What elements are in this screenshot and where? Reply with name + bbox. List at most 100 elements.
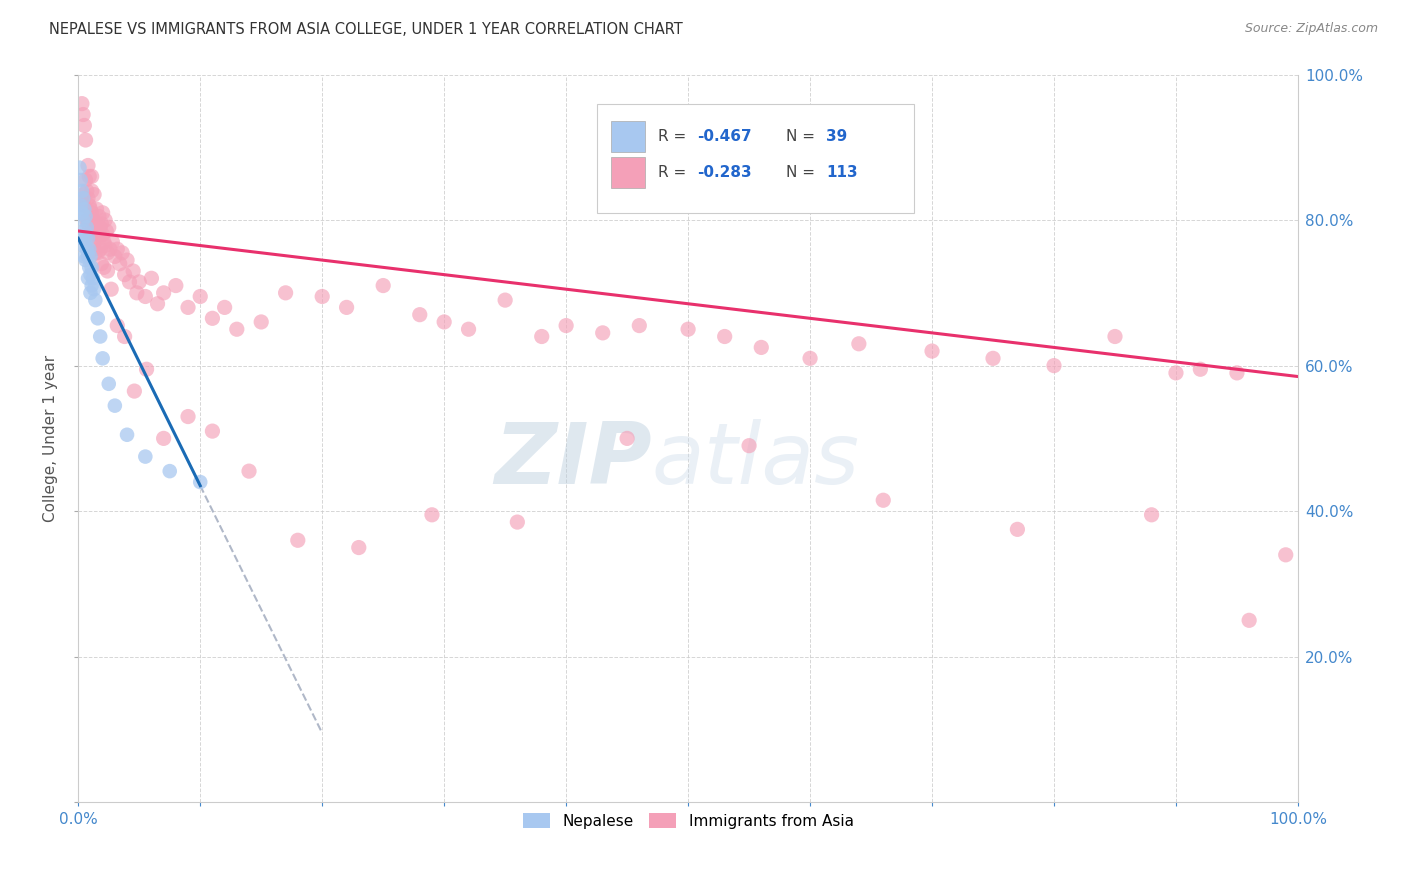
Text: atlas: atlas — [651, 418, 859, 501]
Point — [409, 308, 432, 322]
Point — [80, 260, 103, 275]
Point — [1189, 362, 1212, 376]
Point — [628, 318, 651, 333]
Legend: Nepalese, Immigrants from Asia: Nepalese, Immigrants from Asia — [516, 806, 859, 835]
Point — [738, 439, 761, 453]
Point — [72, 187, 94, 202]
Point — [80, 184, 103, 198]
Point — [93, 260, 115, 275]
Point — [70, 206, 93, 220]
Point — [82, 213, 104, 227]
Point — [89, 329, 111, 343]
Point — [79, 268, 101, 282]
Point — [75, 253, 97, 268]
Point — [87, 245, 110, 260]
Point — [82, 271, 104, 285]
Point — [134, 289, 156, 303]
Point — [250, 315, 273, 329]
Point — [188, 289, 211, 303]
Point — [77, 217, 100, 231]
Point — [100, 282, 122, 296]
Point — [80, 278, 103, 293]
Point — [128, 275, 150, 289]
Point — [75, 231, 97, 245]
Point — [159, 464, 181, 478]
Point — [494, 293, 516, 307]
Point — [90, 217, 112, 231]
Point — [134, 450, 156, 464]
Point — [981, 351, 1004, 366]
Point — [79, 202, 101, 216]
Point — [115, 427, 138, 442]
Point — [201, 311, 224, 326]
Point — [1274, 548, 1296, 562]
Point — [83, 282, 105, 296]
Point — [165, 278, 187, 293]
Point — [77, 242, 100, 256]
Point — [1237, 613, 1260, 627]
Point — [1007, 522, 1029, 536]
Point — [84, 220, 107, 235]
Point — [1140, 508, 1163, 522]
Point — [86, 227, 108, 242]
Point — [749, 340, 772, 354]
Point — [555, 318, 578, 333]
Point — [108, 257, 131, 271]
Point — [1164, 366, 1187, 380]
Point — [124, 384, 146, 398]
Point — [141, 271, 163, 285]
Point — [77, 224, 100, 238]
Point — [336, 301, 359, 315]
Point — [75, 210, 97, 224]
Point — [105, 318, 128, 333]
Point — [70, 231, 93, 245]
Point — [80, 206, 103, 220]
Point — [86, 217, 108, 231]
Point — [225, 322, 247, 336]
Point — [72, 107, 94, 121]
Point — [125, 285, 148, 300]
Text: N =: N = — [786, 165, 820, 180]
Point — [105, 242, 128, 256]
Point — [93, 235, 115, 249]
Point — [75, 133, 97, 147]
Point — [118, 275, 141, 289]
Point — [83, 187, 105, 202]
Point — [848, 336, 870, 351]
Point — [83, 217, 105, 231]
Point — [77, 231, 100, 245]
Point — [79, 250, 101, 264]
Point — [73, 250, 96, 264]
Point — [457, 322, 479, 336]
Text: R =: R = — [658, 128, 690, 144]
Point — [77, 271, 100, 285]
Point — [238, 464, 260, 478]
Point — [152, 285, 174, 300]
FancyBboxPatch shape — [596, 103, 914, 213]
Point — [96, 224, 118, 238]
Point — [146, 297, 169, 311]
Point — [506, 515, 529, 529]
Point — [75, 173, 97, 187]
Point — [122, 264, 145, 278]
FancyBboxPatch shape — [612, 158, 645, 188]
Point — [94, 238, 117, 252]
Y-axis label: College, Under 1 year: College, Under 1 year — [44, 355, 58, 522]
Point — [94, 213, 117, 227]
Point — [91, 206, 114, 220]
Text: -0.467: -0.467 — [696, 128, 751, 144]
Point — [87, 311, 110, 326]
Point — [77, 250, 100, 264]
FancyBboxPatch shape — [612, 121, 645, 152]
Point — [135, 362, 157, 376]
Point — [1226, 366, 1249, 380]
Point — [87, 231, 110, 245]
Point — [70, 96, 93, 111]
Point — [592, 326, 614, 340]
Point — [111, 245, 134, 260]
Text: 113: 113 — [825, 165, 858, 180]
Point — [98, 242, 121, 256]
Point — [177, 301, 200, 315]
Point — [89, 220, 111, 235]
Point — [87, 210, 110, 224]
